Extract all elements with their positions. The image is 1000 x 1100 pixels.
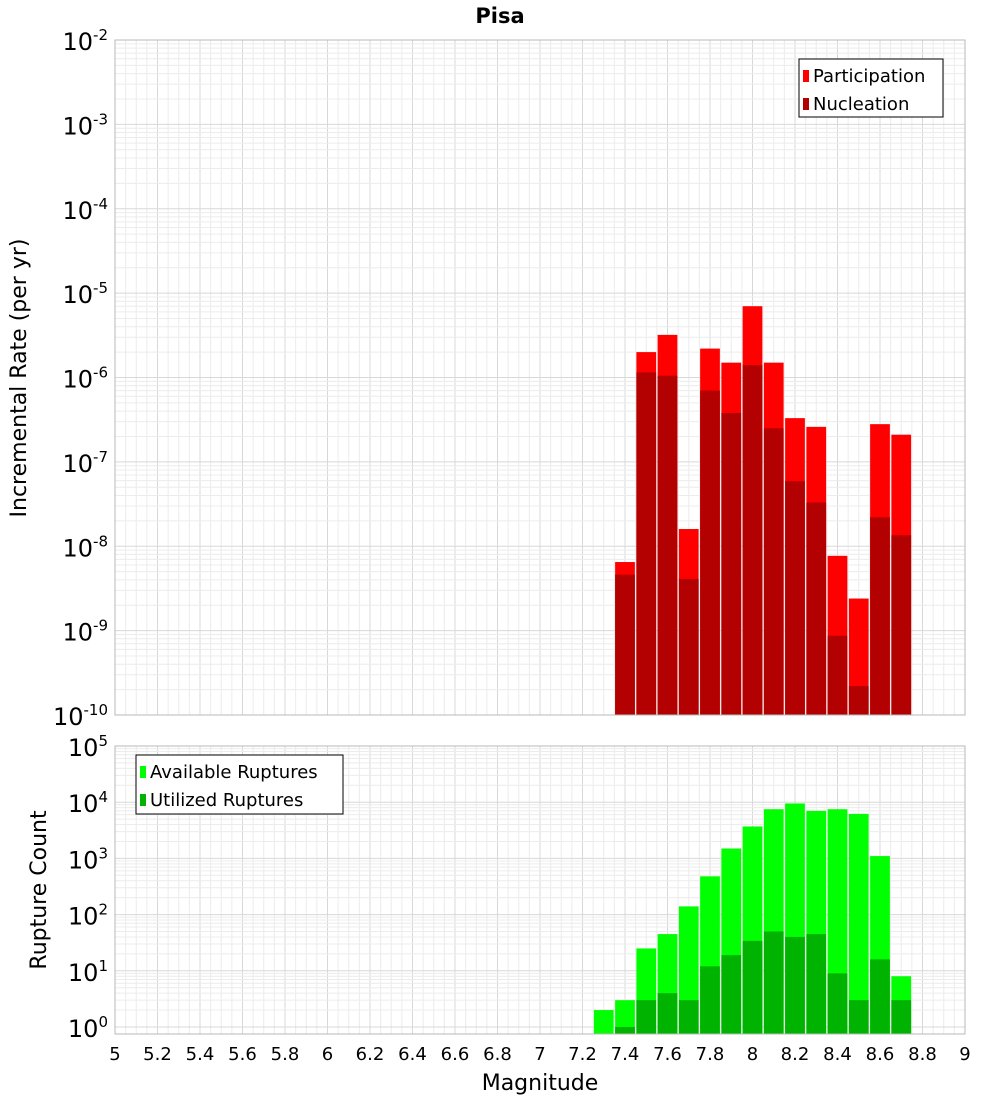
top-bar-nucleation <box>700 390 720 715</box>
bottom-bar-utilized-ruptures <box>785 936 805 1034</box>
bottom-ytick-label: 102 <box>68 901 108 931</box>
x-tick-label: 7 <box>534 1044 545 1065</box>
bottom-legend-label: Available Ruptures <box>150 762 318 783</box>
bottom-bar-utilized-ruptures <box>848 1000 869 1034</box>
x-tick-label: 6.6 <box>441 1044 470 1065</box>
chart-title: Pisa <box>475 4 524 28</box>
x-tick-label: 6.4 <box>398 1044 427 1065</box>
top-bar-nucleation <box>785 481 805 715</box>
top-ytick-label: 10-6 <box>62 364 108 394</box>
top-legend-swatch <box>803 70 809 82</box>
bottom-bar-available-ruptures <box>615 1000 635 1034</box>
x-tick-label: 8.8 <box>908 1044 937 1065</box>
top-ytick-label: 10-10 <box>53 701 108 731</box>
bottom-bar-available-ruptures <box>848 813 869 1034</box>
top-grid <box>114 40 966 716</box>
bottom-ytick-label: 100 <box>68 1013 108 1043</box>
bottom-ytick-label: 104 <box>68 788 108 818</box>
x-tick-label: 8.2 <box>781 1044 810 1065</box>
top-bar-nucleation <box>742 365 763 715</box>
bottom-bar-utilized-ruptures <box>721 955 742 1034</box>
bottom-bar-utilized-ruptures <box>827 973 848 1034</box>
x-tick-label: 8 <box>747 1044 758 1065</box>
top-bar-nucleation <box>891 535 912 715</box>
x-tick-label: 7.2 <box>568 1044 597 1065</box>
top-bar-nucleation <box>721 412 742 715</box>
top-ytick-label: 10-7 <box>62 448 108 478</box>
top-bar-nucleation <box>827 635 848 715</box>
top-bar-nucleation <box>636 372 657 715</box>
bottom-ytick-label: 101 <box>68 957 108 987</box>
top-plot-frame <box>114 39 966 716</box>
top-bar-nucleation <box>657 375 678 715</box>
bottom-bar-utilized-ruptures <box>891 1000 912 1034</box>
top-legend: Participation Nucleation <box>798 58 944 118</box>
bottom-legend-swatch <box>140 766 146 778</box>
x-tick-label: 6.8 <box>483 1044 512 1065</box>
top-bar-nucleation <box>806 502 827 715</box>
x-tick-label: 8.4 <box>823 1044 852 1065</box>
x-tick-label: 7.4 <box>611 1044 640 1065</box>
bottom-legend-box <box>135 754 344 815</box>
bottom-legend-swatch <box>140 794 146 806</box>
bottom-bar-available-ruptures <box>593 1010 614 1034</box>
top-bar-nucleation <box>848 686 869 715</box>
x-tick-label: 5.8 <box>271 1044 300 1065</box>
bottom-ytick-label: 105 <box>68 732 108 762</box>
x-tick-label: 6.2 <box>356 1044 385 1065</box>
bottom-bar-utilized-ruptures <box>700 966 720 1034</box>
x-tick-label: 5.2 <box>143 1044 172 1065</box>
x-tick-label: 6 <box>322 1044 333 1065</box>
top-ytick-label: 10-5 <box>62 279 108 309</box>
bottom-ytick-label: 103 <box>68 844 108 874</box>
top-ytick-label: 10-9 <box>62 617 108 647</box>
bottom-legend: Available Ruptures Utilized Ruptures <box>135 754 344 815</box>
bottom-bar-utilized-ruptures <box>678 1000 699 1034</box>
x-tick-label: 8.6 <box>866 1044 895 1065</box>
top-bar-nucleation <box>763 428 784 715</box>
top-bar-nucleation <box>615 574 635 715</box>
top-ytick-label: 10-3 <box>62 110 108 140</box>
bottom-bar-utilized-ruptures <box>636 1000 657 1034</box>
top-ylabel: Incremental Rate (per yr) <box>7 239 32 518</box>
top-ytick-label: 10-2 <box>62 26 108 56</box>
bottom-bar-utilized-ruptures <box>615 1026 635 1034</box>
bottom-plot-frame <box>114 745 966 1035</box>
top-bar-nucleation <box>870 517 890 715</box>
x-tick-label: 5 <box>109 1044 120 1065</box>
top-legend-label: Participation <box>813 66 925 87</box>
top-legend-label: Nucleation <box>813 94 909 115</box>
bottom-ylabel: Rupture Count <box>27 810 52 970</box>
bottom-bar-utilized-ruptures <box>806 934 827 1034</box>
x-tick-label: 5.4 <box>186 1044 215 1065</box>
bottom-bars <box>593 803 912 1034</box>
x-axis-label: Magnitude <box>482 1071 599 1096</box>
bottom-bar-utilized-ruptures <box>657 993 678 1034</box>
top-legend-box <box>798 58 944 118</box>
top-bar-participation <box>848 598 869 715</box>
top-bars <box>615 306 912 715</box>
top-legend-swatch <box>803 98 809 110</box>
bottom-bar-utilized-ruptures <box>870 959 890 1034</box>
x-tick-label: 7.6 <box>653 1044 682 1065</box>
bottom-bar-utilized-ruptures <box>763 931 784 1034</box>
top-ytick-label: 10-4 <box>62 195 108 225</box>
x-tick-label: 5.6 <box>228 1044 257 1065</box>
top-ytick-label: 10-8 <box>62 532 108 562</box>
x-tick-label: 9 <box>959 1044 970 1065</box>
bottom-bar-utilized-ruptures <box>742 940 763 1034</box>
top-bar-nucleation <box>678 578 699 715</box>
x-tick-label: 7.8 <box>696 1044 725 1065</box>
bottom-legend-label: Utilized Ruptures <box>150 790 303 811</box>
